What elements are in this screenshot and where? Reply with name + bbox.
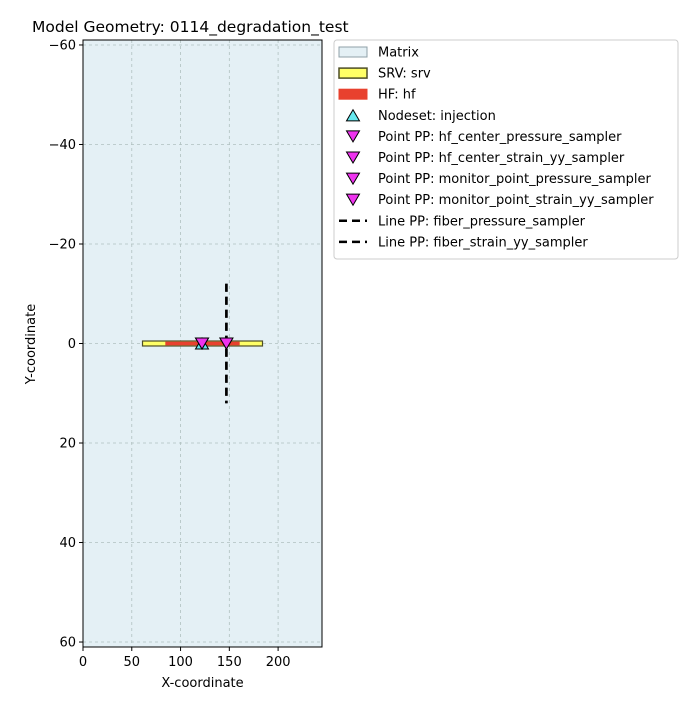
y-tick-label: 20 — [59, 437, 76, 452]
x-axis-label: X-coordinate — [161, 676, 243, 691]
legend-label: Point PP: hf_center_strain_yy_sampler — [378, 151, 625, 166]
y-tick-label: 60 — [59, 636, 76, 651]
legend-label: HF: hf — [378, 88, 416, 103]
legend-box — [333, 39, 679, 260]
x-tick-label: 200 — [266, 655, 291, 670]
legend-swatch-hf — [338, 88, 368, 100]
legend-label: Point PP: monitor_point_strain_yy_sample… — [378, 193, 654, 208]
legend-label: Matrix — [378, 46, 419, 61]
pp-monitor-strain-marker — [219, 337, 234, 351]
legend-marker-pp-monitor-pressure — [345, 172, 361, 186]
legend-label: Nodeset: injection — [378, 109, 496, 124]
legend: Matrix SRV: srv HF: hf Nodeset: injection Po… — [333, 39, 679, 260]
legend-marker-pp-hf-center-strain — [345, 151, 361, 165]
legend-marker-pp-monitor-strain — [345, 193, 361, 207]
y-tick-label: −40 — [49, 138, 76, 153]
y-tick-label: 0 — [68, 337, 76, 352]
y-tick-label: −20 — [49, 237, 76, 252]
legend-swatch-srv — [338, 67, 368, 79]
axes: 0 50 100 150 200 −60 −40 −20 0 20 40 60 — [49, 38, 323, 670]
y-tick-label: 40 — [59, 536, 76, 551]
x-tick-label: 0 — [79, 655, 87, 670]
legend-label: Point PP: hf_center_pressure_sampler — [378, 130, 622, 145]
legend-label: SRV: srv — [378, 67, 431, 82]
x-tick-label: 100 — [168, 655, 193, 670]
legend-label: Point PP: monitor_point_pressure_sampler — [378, 172, 652, 187]
plot-area — [82, 40, 322, 647]
legend-label: Line PP: fiber_strain_yy_sampler — [378, 235, 588, 250]
y-axis-label: Y-coordinate — [24, 304, 39, 385]
x-tick-label: 150 — [217, 655, 242, 670]
pp-hf-center-strain-marker — [194, 337, 210, 351]
legend-marker-nodeset-injection — [345, 108, 361, 122]
x-tick-label: 50 — [124, 655, 141, 670]
chart-title: Model Geometry: 0114_degradation_test — [32, 18, 349, 37]
legend-marker-pp-hf-center-pressure — [345, 130, 361, 143]
y-tick-label: −60 — [49, 38, 76, 53]
legend-swatch-matrix — [338, 46, 368, 58]
legend-label: Line PP: fiber_pressure_sampler — [378, 214, 586, 229]
